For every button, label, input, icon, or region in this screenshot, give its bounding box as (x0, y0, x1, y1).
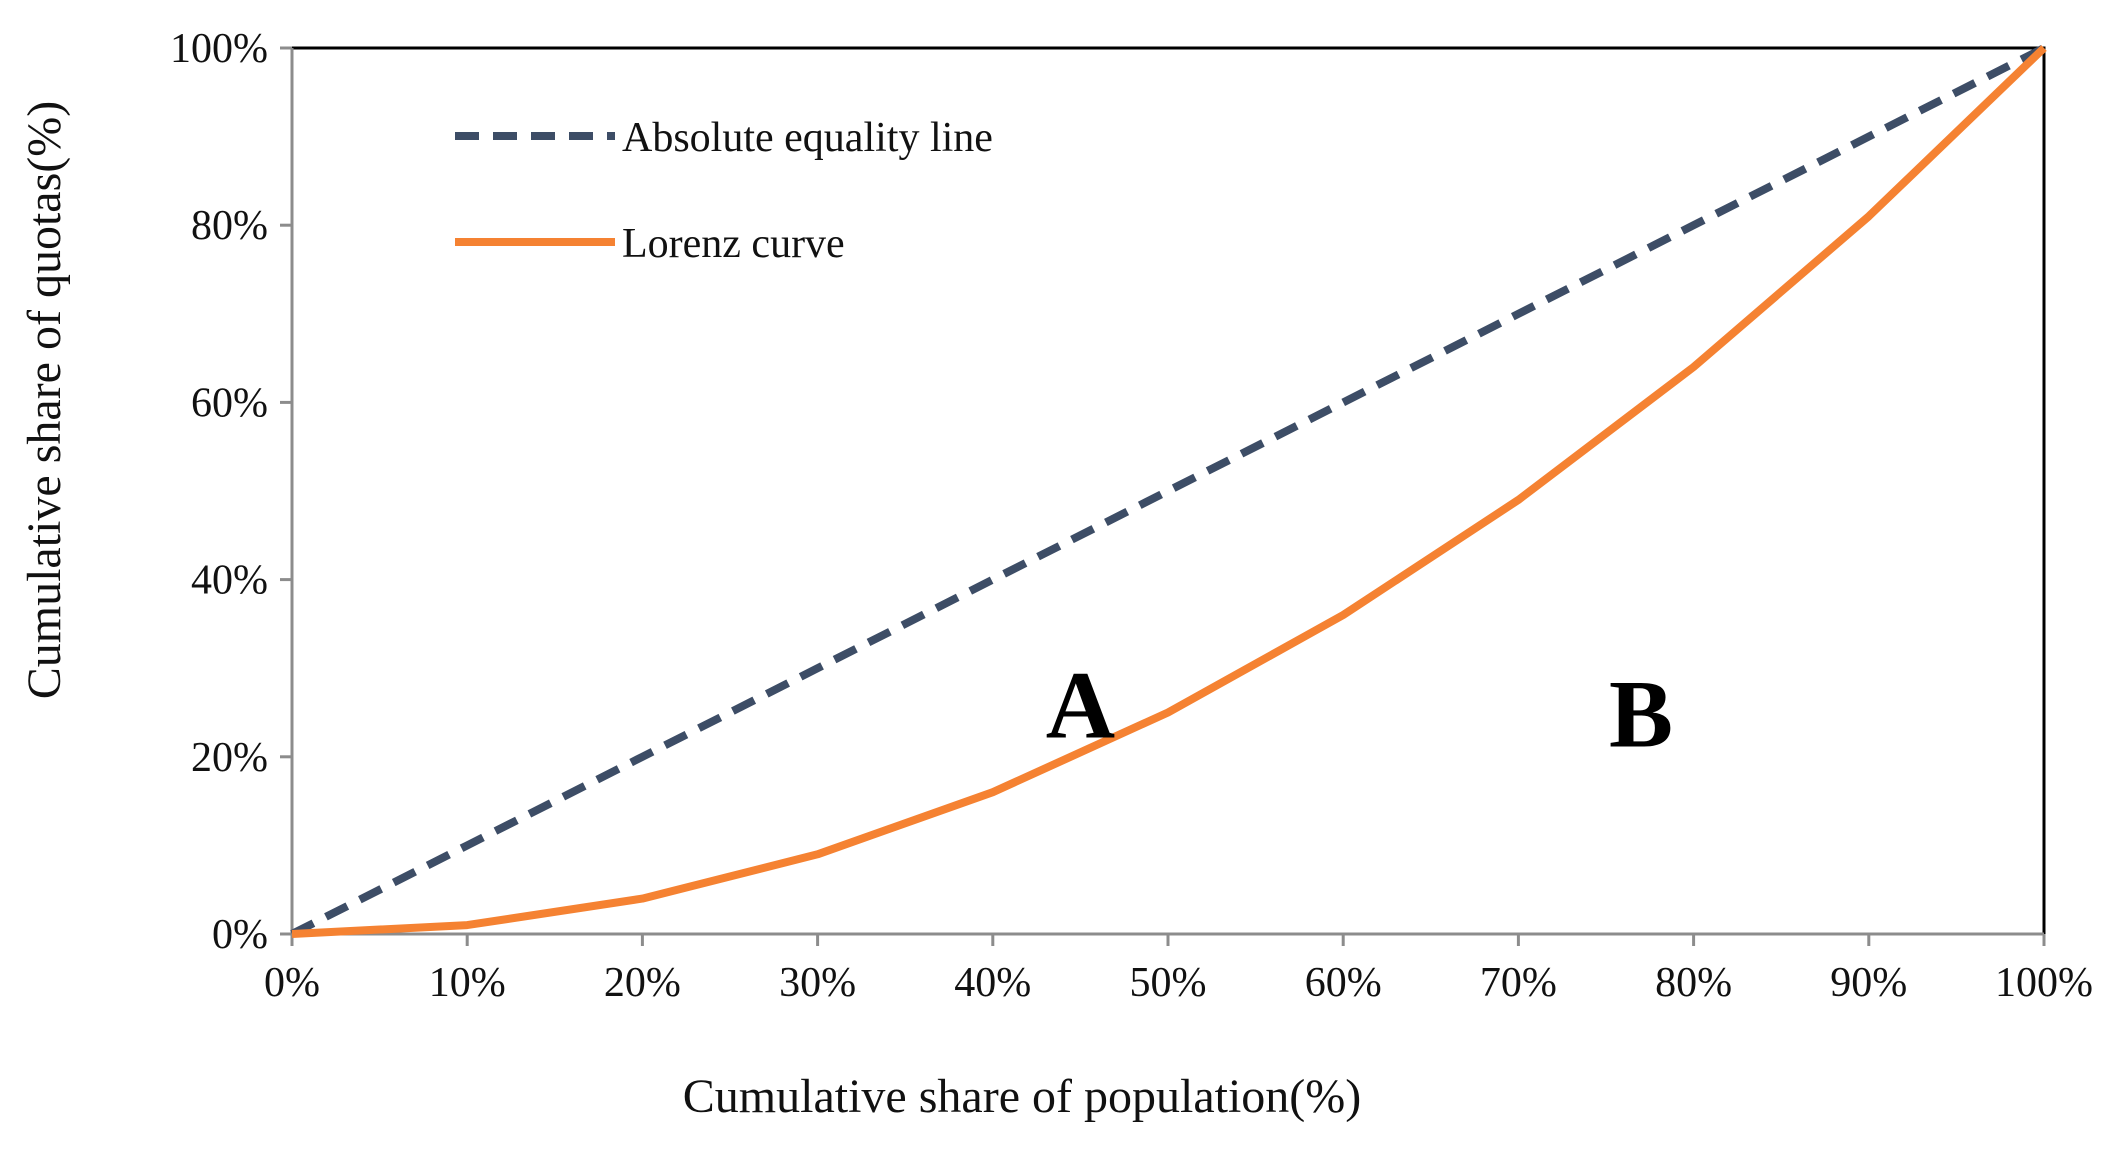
legend-label-lorenz: Lorenz curve (622, 221, 845, 267)
y-tick-label: 0% (212, 912, 268, 958)
x-axis-title: Cumulative share of population(%) (683, 1070, 1362, 1123)
x-tick-label: 70% (1480, 960, 1557, 1006)
x-tick-label: 20% (604, 960, 681, 1006)
x-axis: 0% 10% 20% 30% 40% 50% 60% 70% 80% 90% 100% (264, 934, 2093, 1006)
x-tick-label: 40% (954, 960, 1031, 1006)
y-axis: 0% 20% 40% 60% 80% 100% (170, 26, 292, 958)
x-tick-label: 50% (1130, 960, 1207, 1006)
region-label-b: B (1609, 661, 1673, 768)
y-tick-label: 60% (191, 380, 268, 426)
y-tick-label: 80% (191, 203, 268, 249)
x-tick-label: 90% (1830, 960, 1907, 1006)
legend-label-equality: Absolute equality line (622, 115, 993, 161)
x-tick-label: 10% (429, 960, 506, 1006)
legend: Absolute equality line Lorenz curve (455, 115, 993, 267)
series-layer (290, 44, 2047, 938)
x-tick-label: 0% (264, 960, 320, 1006)
y-axis-title: Cumulative share of quotas(%) (18, 101, 71, 700)
series-line-equality (290, 44, 2046, 938)
y-tick-label: 20% (191, 735, 268, 781)
x-tick-label: 100% (1995, 960, 2093, 1006)
region-label-a: A (1046, 652, 1115, 759)
x-tick-label: 60% (1305, 960, 1382, 1006)
x-tick-label: 80% (1655, 960, 1732, 1006)
y-tick-label: 40% (191, 558, 268, 604)
y-tick-label: 100% (170, 26, 268, 72)
x-tick-label: 30% (779, 960, 856, 1006)
